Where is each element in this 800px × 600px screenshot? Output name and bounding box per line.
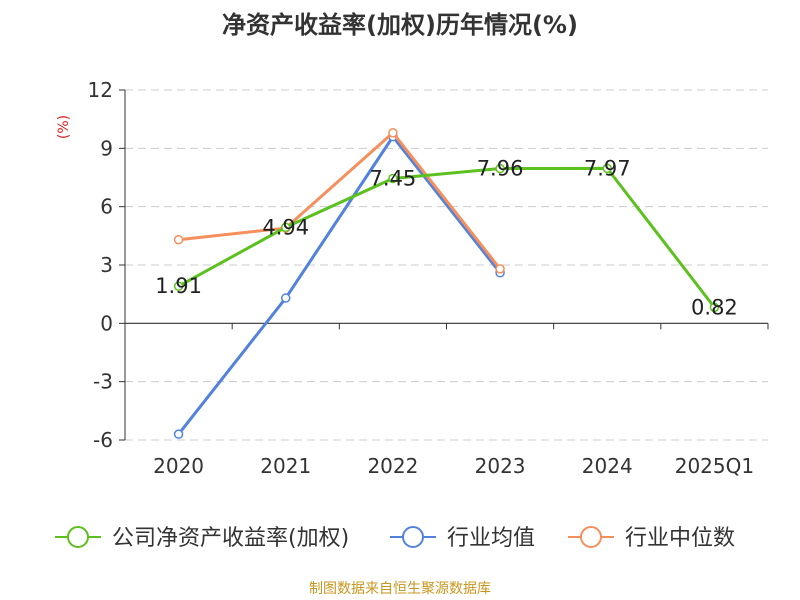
series-point (173, 429, 184, 439)
series-point (173, 234, 184, 245)
y-tick-label: -3 (93, 370, 113, 394)
data-label: 4.94 (262, 215, 309, 239)
data-labels: 1.91 4.94 7.45 7.96 7.97 0.82 (155, 156, 738, 319)
x-tick-label: 2020 (153, 454, 204, 478)
series-point (602, 163, 612, 174)
series-point (281, 222, 291, 233)
x-tick-label: 2021 (260, 454, 311, 478)
legend-marker (67, 526, 89, 548)
data-label: 7.45 (370, 166, 417, 190)
data-label: 7.96 (477, 157, 524, 181)
chart-title: 净资产收益率(加权)历年情况(%) (222, 11, 578, 39)
source-note: 制图数据来自恒生聚源数据库 (309, 581, 491, 597)
series-point (495, 163, 505, 174)
x-tick-label: 2023 (475, 454, 526, 478)
legend: 公司净资产收益率(加权) 行业均值 行业中位数 (55, 526, 735, 551)
series-line (178, 131, 502, 270)
x-tick-label: 2025Q1 (675, 454, 754, 478)
data-label: 1.91 (155, 274, 202, 298)
series-line (177, 135, 502, 436)
series-point (173, 281, 184, 291)
y-axis-label: (%) (56, 115, 72, 139)
series-point (388, 128, 398, 138)
x-tick-label: 2022 (367, 454, 418, 478)
y-tick-label: 0 (100, 311, 113, 335)
series-point (709, 302, 720, 313)
y-tick-label: -6 (93, 428, 113, 452)
legend-marker (402, 526, 424, 548)
y-tick-label: 12 (88, 78, 113, 102)
series-line (177, 166, 716, 309)
series-point (388, 173, 398, 184)
y-tick-label: 9 (100, 136, 113, 160)
data-label: 0.82 (691, 295, 738, 319)
legend-label: 行业均值 (447, 526, 535, 551)
axes: 12 9 6 3 0 -3 -6 2020 2021 2022 2023 2024 2025Q1 (88, 78, 769, 478)
series-point (281, 293, 291, 303)
series-lines (173, 128, 720, 439)
series-point (495, 264, 505, 274)
y-tick-label: 3 (100, 253, 113, 277)
legend-label: 行业中位数 (625, 526, 735, 551)
y-tick-label: 6 (100, 195, 113, 219)
gridlines (125, 89, 768, 441)
x-tick-label: 2024 (582, 454, 633, 478)
legend-label: 公司净资产收益率(加权) (112, 526, 349, 551)
legend-marker (580, 526, 602, 548)
data-label: 7.97 (584, 156, 631, 180)
